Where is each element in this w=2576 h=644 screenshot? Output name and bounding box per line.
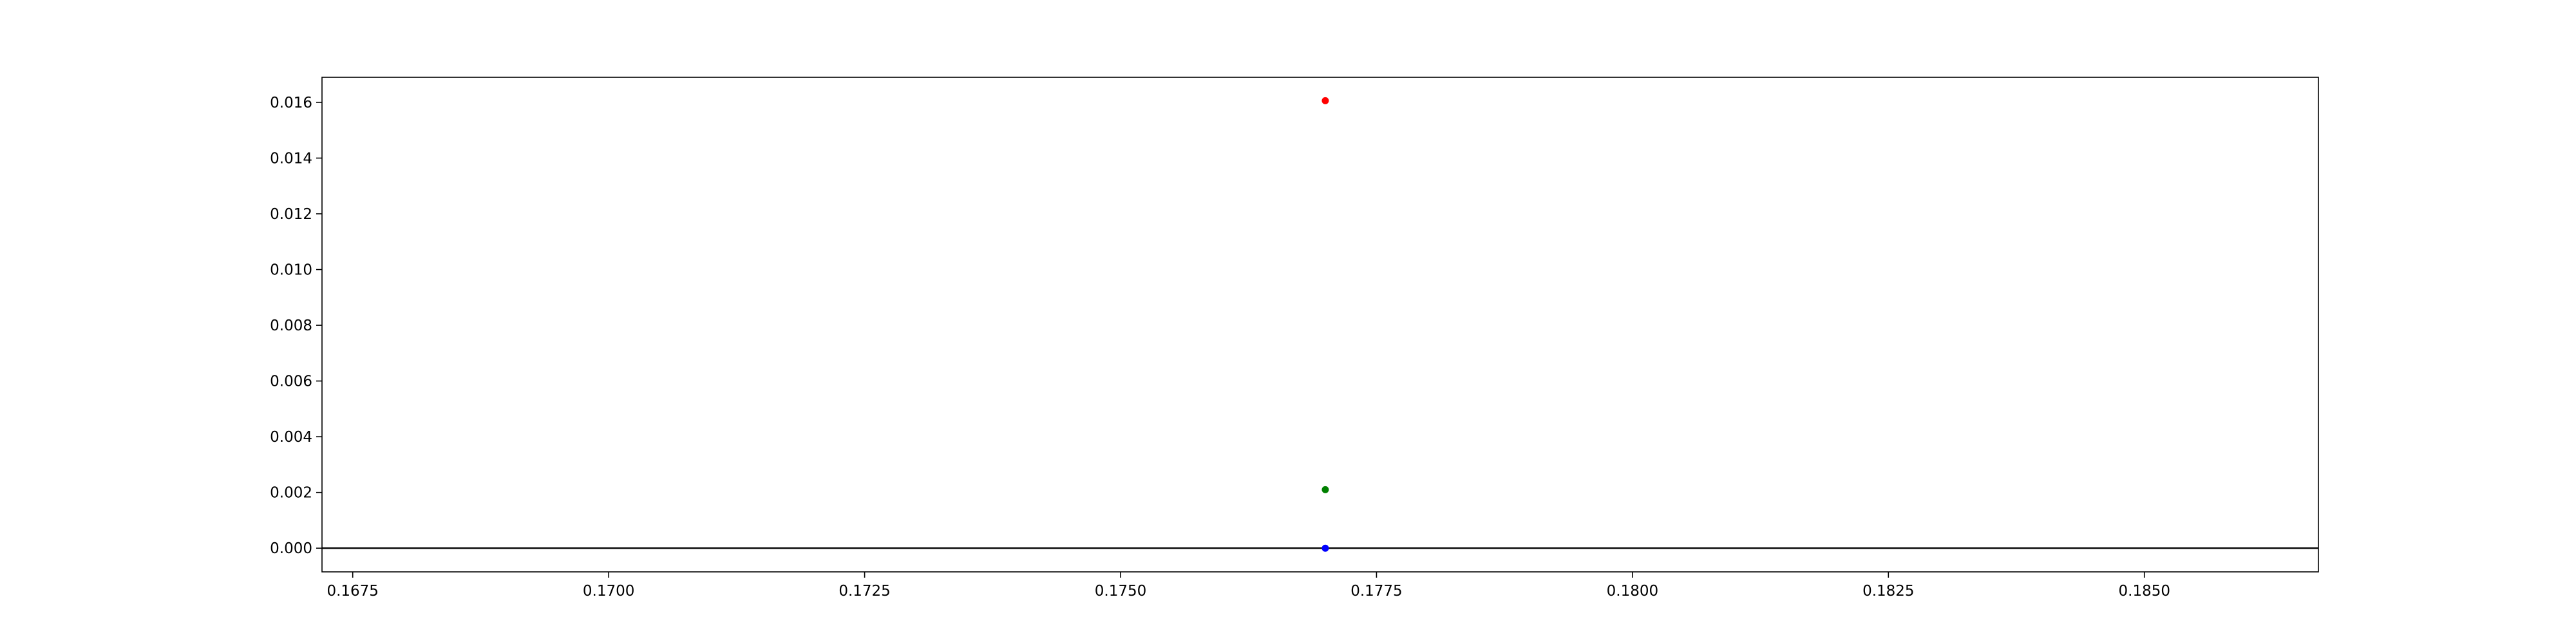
data-point (1321, 97, 1329, 104)
y-tick-label: 0.012 (270, 206, 312, 223)
y-tick-label: 0.016 (270, 95, 312, 111)
x-tick-label: 0.1675 (327, 583, 378, 600)
y-tick-label: 0.004 (270, 429, 312, 446)
y-tick-label: 0.014 (270, 150, 312, 167)
x-tick-label: 0.1725 (838, 583, 890, 600)
y-tick-label: 0.002 (270, 485, 312, 502)
x-tick-label: 0.1775 (1350, 583, 1402, 600)
y-tick-label: 0.006 (270, 374, 312, 390)
x-tick-label: 0.1750 (1095, 583, 1146, 600)
y-tick-label: 0.000 (270, 540, 312, 557)
x-axis: 0.1675 0.1700 0.1725 0.1750 0.1775 0.1800 0.18… (327, 572, 2170, 600)
data-point (1321, 486, 1329, 493)
data-point (1321, 544, 1329, 552)
x-tick-label: 0.1700 (583, 583, 634, 600)
y-tick-label: 0.010 (270, 262, 312, 279)
x-tick-label: 0.1800 (1607, 583, 1658, 600)
data-points (1321, 97, 1329, 552)
x-tick-label: 0.1850 (2119, 583, 2170, 600)
plot-area-frame (321, 77, 2319, 573)
y-tick-label: 0.008 (270, 317, 312, 334)
x-tick-label: 0.1825 (1862, 583, 1914, 600)
y-axis: 0.000 0.002 0.004 0.006 0.008 0.010 0.012 0.014… (270, 95, 322, 557)
